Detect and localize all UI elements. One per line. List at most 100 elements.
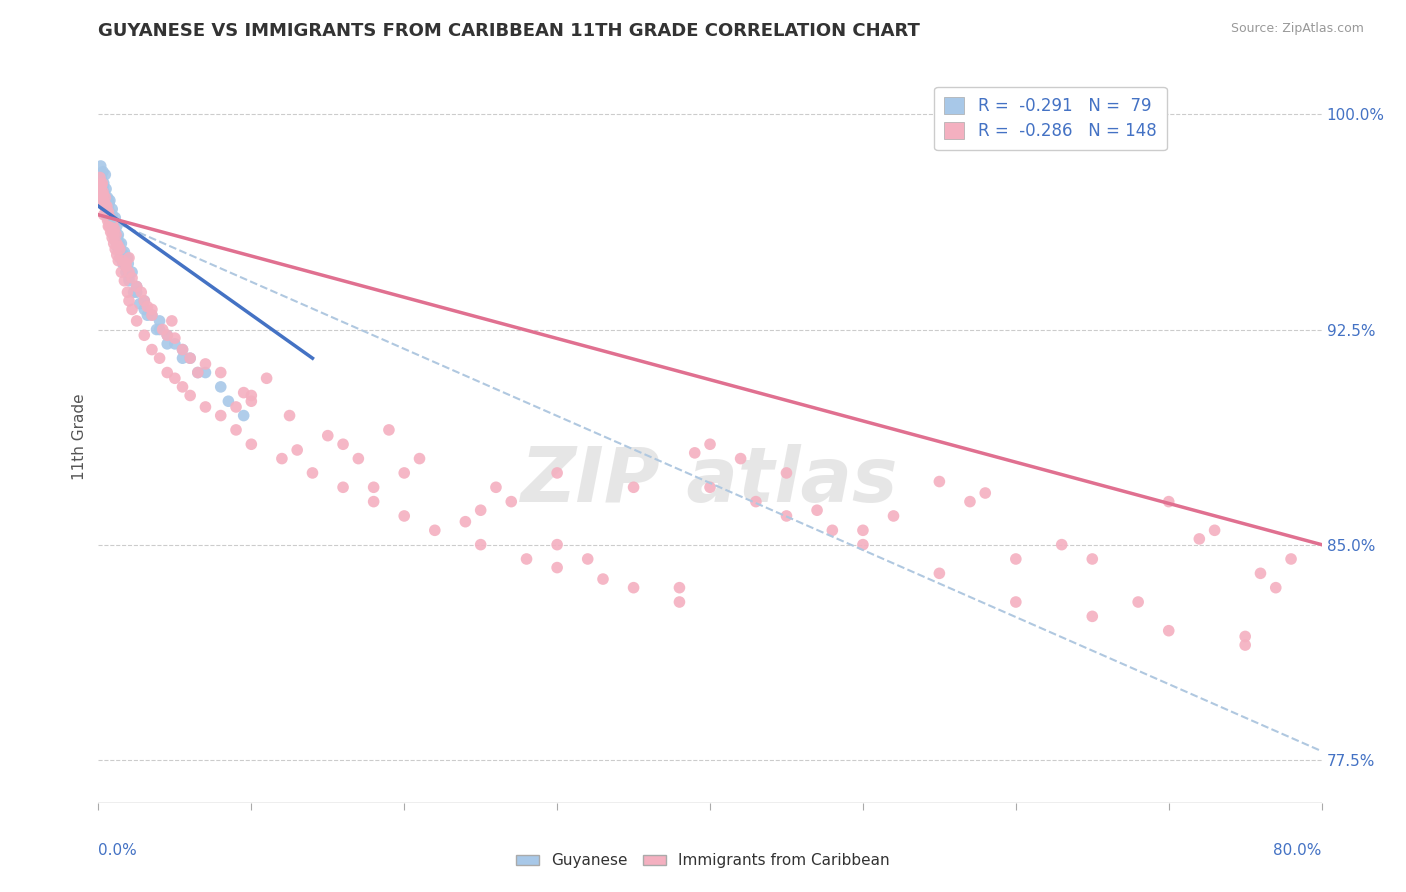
Point — [141, 343, 163, 357]
Point — [90, 170, 112, 185]
Point — [278, 409, 301, 423]
Point — [101, 222, 124, 236]
Point — [225, 423, 247, 437]
Point — [91, 182, 114, 196]
Point — [852, 524, 875, 538]
Point — [152, 322, 174, 336]
Point — [668, 581, 690, 595]
Point — [93, 196, 115, 211]
Point — [107, 227, 129, 242]
Point — [141, 308, 163, 322]
Point — [90, 170, 112, 185]
Point — [156, 336, 179, 351]
Point — [97, 190, 120, 204]
Point — [112, 248, 135, 262]
Point — [232, 409, 254, 423]
Point — [100, 213, 122, 227]
Point — [104, 211, 127, 225]
Point — [134, 293, 156, 308]
Point — [883, 508, 905, 523]
Point — [363, 494, 385, 508]
Point — [98, 196, 121, 211]
Point — [101, 202, 124, 216]
Point — [90, 159, 112, 173]
Point — [730, 451, 752, 466]
Point — [470, 503, 492, 517]
Point — [121, 265, 143, 279]
Point — [94, 199, 117, 213]
Point — [454, 515, 477, 529]
Point — [125, 314, 148, 328]
Point — [105, 239, 128, 253]
Point — [111, 253, 134, 268]
Point — [974, 486, 997, 500]
Point — [96, 196, 118, 211]
Point — [103, 216, 125, 230]
Point — [546, 560, 568, 574]
Point — [98, 219, 121, 234]
Point — [121, 271, 143, 285]
Point — [285, 442, 308, 457]
Point — [90, 179, 112, 194]
Point — [112, 274, 135, 288]
Point — [136, 308, 159, 322]
Point — [98, 194, 121, 208]
Point — [94, 182, 117, 196]
Point — [172, 380, 194, 394]
Point — [97, 219, 120, 234]
Point — [107, 239, 129, 253]
Point — [485, 480, 508, 494]
Point — [118, 251, 141, 265]
Point — [136, 300, 159, 314]
Point — [103, 227, 125, 242]
Point — [110, 245, 132, 260]
Point — [1157, 494, 1180, 508]
Point — [546, 538, 568, 552]
Point — [98, 211, 121, 225]
Point — [94, 208, 117, 222]
Point — [134, 293, 156, 308]
Point — [107, 231, 129, 245]
Point — [100, 216, 122, 230]
Point — [93, 194, 115, 208]
Point — [100, 216, 122, 230]
Point — [332, 480, 354, 494]
Point — [209, 366, 232, 380]
Point — [115, 260, 138, 274]
Point — [172, 343, 194, 357]
Point — [187, 366, 209, 380]
Point — [118, 265, 141, 279]
Point — [1250, 566, 1272, 581]
Point — [1128, 595, 1150, 609]
Point — [668, 595, 690, 609]
Point — [240, 437, 263, 451]
Legend: Guyanese, Immigrants from Caribbean: Guyanese, Immigrants from Caribbean — [510, 847, 896, 874]
Point — [209, 409, 232, 423]
Point — [1081, 552, 1104, 566]
Point — [179, 351, 201, 366]
Point — [240, 394, 263, 409]
Point — [93, 199, 115, 213]
Point — [97, 208, 120, 222]
Point — [156, 366, 179, 380]
Point — [101, 219, 124, 234]
Point — [105, 248, 128, 262]
Point — [112, 245, 135, 260]
Point — [121, 302, 143, 317]
Point — [163, 336, 186, 351]
Point — [852, 538, 875, 552]
Point — [699, 480, 721, 494]
Point — [111, 256, 134, 270]
Point — [91, 185, 114, 199]
Point — [98, 213, 121, 227]
Point — [96, 199, 118, 213]
Point — [115, 256, 138, 270]
Point — [187, 366, 209, 380]
Text: GUYANESE VS IMMIGRANTS FROM CARIBBEAN 11TH GRADE CORRELATION CHART: GUYANESE VS IMMIGRANTS FROM CARIBBEAN 11… — [98, 22, 921, 40]
Point — [156, 328, 179, 343]
Point — [592, 572, 614, 586]
Point — [928, 475, 950, 489]
Point — [96, 199, 118, 213]
Point — [1188, 532, 1211, 546]
Point — [347, 451, 370, 466]
